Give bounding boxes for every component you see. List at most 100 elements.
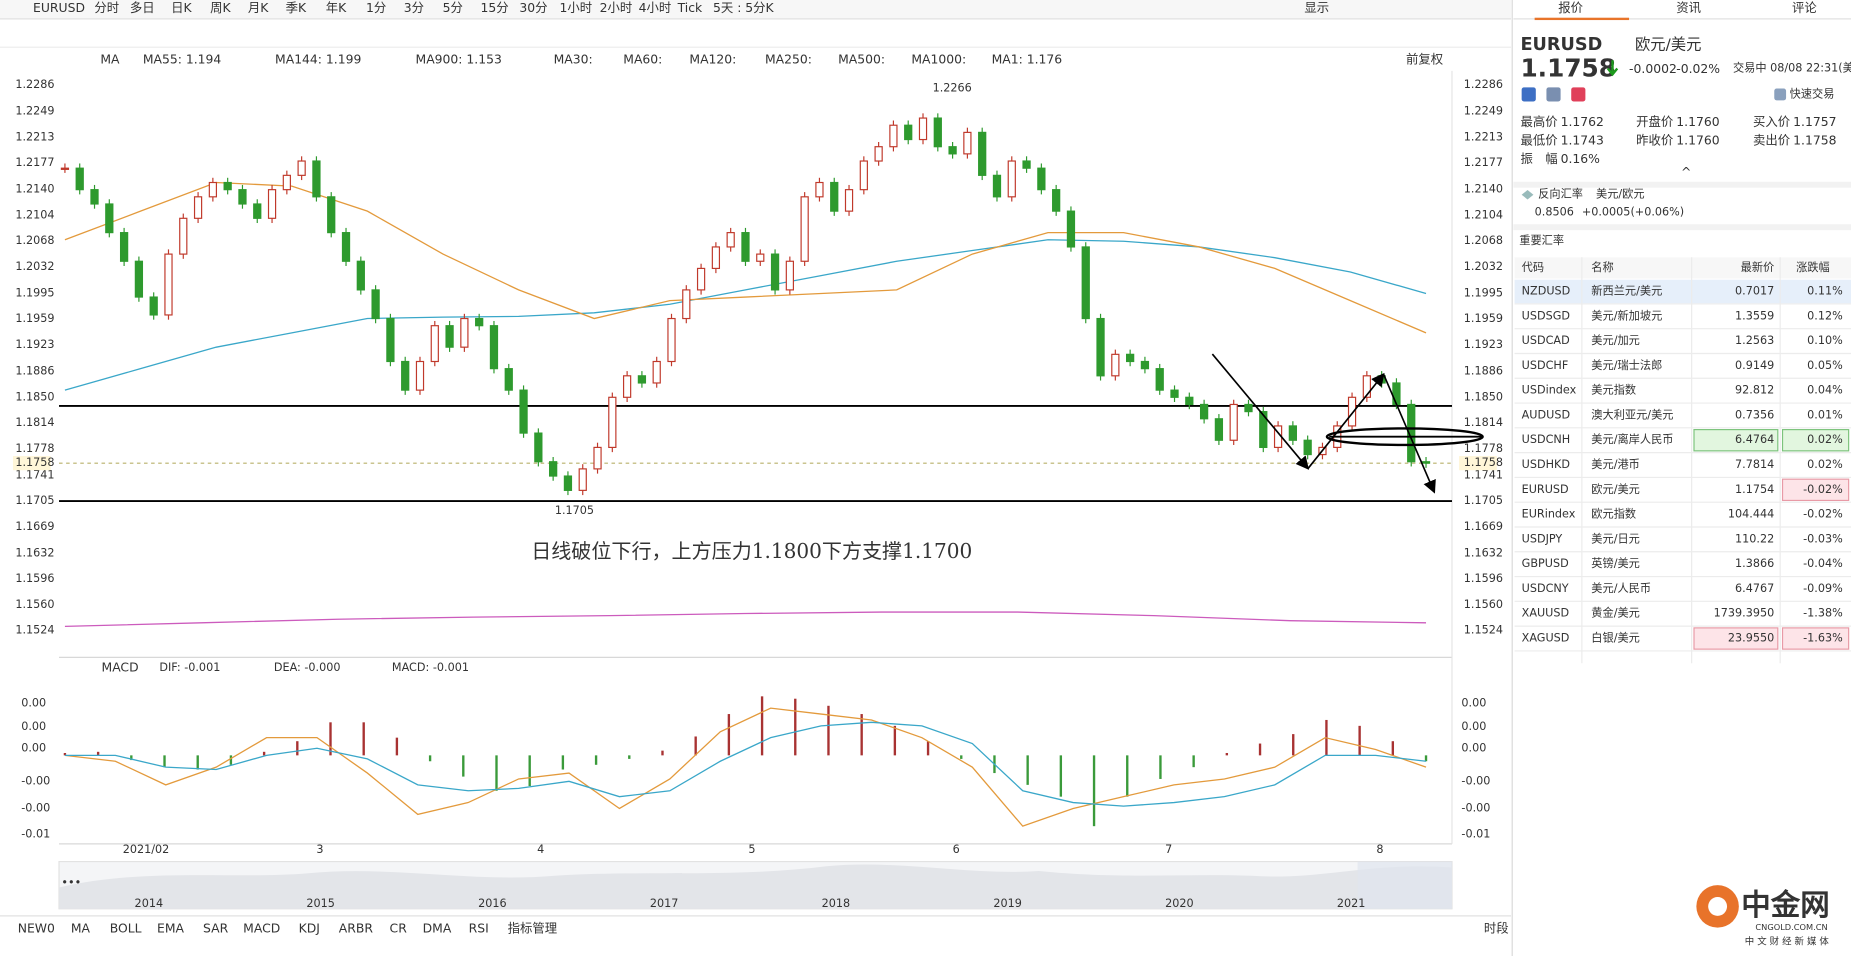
candle: [297, 160, 306, 176]
table-cell[interactable]: EURindex: [1522, 508, 1576, 521]
icon[interactable]: [1774, 88, 1787, 101]
y-tick-label: 1.1705: [1464, 494, 1503, 507]
dif-label: DIF: -0.001: [159, 661, 220, 674]
period-button[interactable]: 年K: [326, 0, 347, 15]
candle: [164, 253, 173, 316]
ma-item[interactable]: MA120:: [689, 52, 736, 67]
indicator-tab[interactable]: BOLL: [110, 920, 142, 935]
icon[interactable]: [1571, 87, 1586, 102]
table-cell[interactable]: NZDUSD: [1522, 285, 1571, 298]
indicator-tab[interactable]: RSI: [469, 920, 489, 935]
ma-item[interactable]: MA55: 1.194: [143, 52, 222, 67]
table-cell[interactable]: AUDUSD: [1522, 408, 1570, 421]
icon[interactable]: [1521, 87, 1536, 102]
trend-arrow[interactable]: [1211, 353, 1310, 470]
y-tick-label: 1.1959: [15, 312, 54, 325]
period-button[interactable]: 分时: [94, 0, 119, 15]
y-tick-label: 1.1596: [1464, 572, 1503, 585]
period-button[interactable]: 季K: [286, 0, 307, 15]
period-button[interactable]: 日K: [171, 0, 192, 15]
indicator-tab[interactable]: 指标管理: [508, 920, 558, 935]
trend-arrow[interactable]: [1382, 373, 1436, 494]
ma-item[interactable]: MA1000:: [911, 52, 966, 67]
symbol[interactable]: EURUSD: [33, 0, 85, 15]
table-cell: -1.63%: [1803, 632, 1843, 645]
period-button[interactable]: 月K: [248, 0, 269, 15]
table-cell: 1.3866: [1735, 557, 1774, 570]
display-menu[interactable]: 显示: [1304, 0, 1329, 15]
period-button[interactable]: 周K: [210, 0, 231, 15]
indicator-tab[interactable]: CR: [390, 920, 408, 935]
indicator-tab[interactable]: SAR: [203, 920, 229, 935]
table-cell[interactable]: USDCNH: [1522, 433, 1571, 446]
ma-item[interactable]: MA144: 1.199: [275, 52, 361, 67]
ma-item[interactable]: MA250:: [765, 52, 812, 67]
table-cell[interactable]: USDHKD: [1522, 458, 1570, 471]
panel-tab[interactable]: 评论: [1792, 0, 1817, 15]
ma-item[interactable]: MA900: 1.153: [416, 52, 502, 67]
indicator-tab[interactable]: KDJ: [299, 920, 320, 935]
candle: [60, 167, 70, 170]
table-cell[interactable]: USDCHF: [1522, 359, 1569, 372]
period-button[interactable]: Tick: [677, 0, 703, 15]
navigator-window[interactable]: [1357, 861, 1452, 909]
ma-item[interactable]: MA60:: [623, 52, 662, 67]
ma-item[interactable]: MA30:: [554, 52, 593, 67]
period-button[interactable]: 15分: [480, 0, 508, 15]
icon[interactable]: [1546, 87, 1561, 102]
candle: [312, 160, 321, 198]
macd-bar: [495, 755, 498, 791]
ma-item[interactable]: MA500:: [838, 52, 885, 67]
table-cell[interactable]: XAGUSD: [1522, 632, 1570, 645]
candle: [593, 446, 602, 470]
table-cell: 美元/加元: [1591, 334, 1640, 347]
period-button[interactable]: 2小时: [600, 0, 633, 15]
period-button[interactable]: 1小时: [560, 0, 593, 15]
trend-arrow[interactable]: [1307, 372, 1385, 470]
table-cell[interactable]: EURUSD: [1522, 483, 1569, 496]
annotation[interactable]: 日线破位下行，上方压力1.1800下方支撑1.1700: [531, 539, 972, 563]
navigator-handle[interactable]: •••: [61, 876, 81, 889]
reverse-pair[interactable]: 美元/欧元: [1596, 188, 1645, 201]
table-cell[interactable]: USDindex: [1522, 384, 1577, 397]
panel-price: 1.1758: [1520, 54, 1616, 83]
macd-bar: [296, 741, 299, 756]
candle: [1155, 368, 1164, 391]
period-button[interactable]: 1分: [366, 0, 386, 15]
ma-item[interactable]: MA1: 1.176: [992, 52, 1063, 67]
y-tick-label: 1.1850: [15, 390, 54, 403]
table-cell: 1.3559: [1735, 309, 1774, 322]
period-button[interactable]: 多日: [130, 0, 155, 15]
period-button[interactable]: 5天 : 5分K: [713, 0, 775, 15]
candle: [637, 375, 647, 384]
table-cell[interactable]: USDSGD: [1522, 309, 1570, 322]
y-tick-label: 1.1741: [1464, 468, 1503, 481]
indicator-tab[interactable]: MA: [71, 920, 91, 935]
collapse[interactable]: ^: [1681, 164, 1691, 179]
restore-button[interactable]: 前复权: [1406, 52, 1443, 67]
period-button[interactable]: 时段: [1484, 920, 1509, 935]
period-button[interactable]: 3分: [404, 0, 424, 15]
indicator-tab[interactable]: NEW0: [18, 920, 55, 935]
panel-tab[interactable]: 报价: [1558, 0, 1583, 15]
candle: [105, 203, 114, 234]
candle: [1111, 353, 1120, 377]
period-button[interactable]: 4小时: [639, 0, 672, 15]
period-button[interactable]: 30分: [519, 0, 547, 15]
candle: [1199, 403, 1209, 420]
table-cell[interactable]: XAUUSD: [1522, 607, 1569, 620]
period-button[interactable]: 5分: [443, 0, 463, 15]
panel-tab[interactable]: 资讯: [1676, 0, 1701, 15]
quick-trade[interactable]: 快速交易: [1790, 86, 1835, 100]
table-cell[interactable]: USDCNY: [1522, 582, 1569, 595]
indicator-tab[interactable]: MACD: [243, 920, 280, 935]
indicator-tab[interactable]: DMA: [423, 920, 452, 935]
indicator-tab[interactable]: EMA: [157, 920, 184, 935]
y-tick-label: 1.1886: [15, 365, 54, 378]
candle: [756, 253, 765, 262]
indicator-tab[interactable]: ARBR: [339, 920, 374, 935]
table-cell[interactable]: GBPUSD: [1522, 557, 1569, 570]
table-cell[interactable]: USDCAD: [1522, 334, 1570, 347]
y-tick-label: 1.1632: [15, 546, 54, 559]
table-cell[interactable]: USDJPY: [1522, 532, 1563, 545]
